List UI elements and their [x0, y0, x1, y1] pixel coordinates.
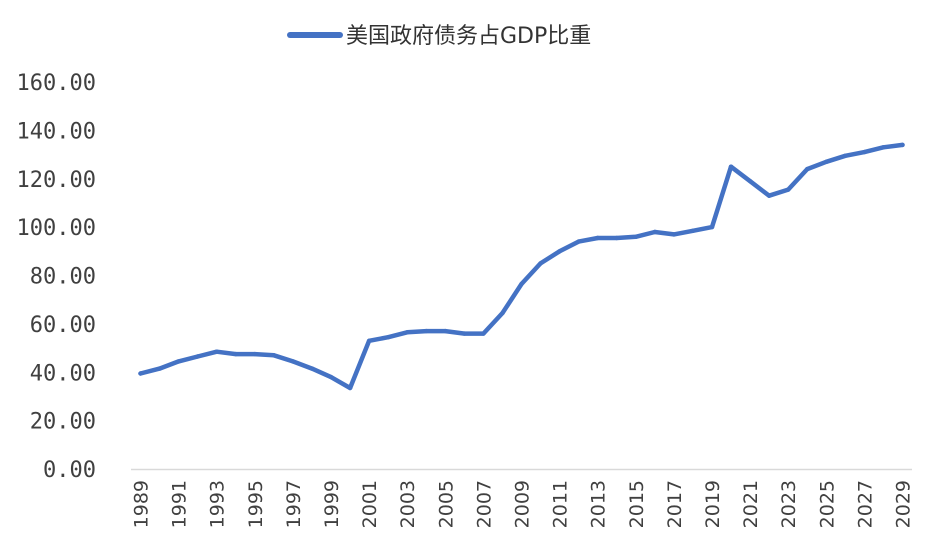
legend-label: 美国政府债务占GDP比重 — [346, 24, 591, 49]
data-point — [576, 239, 581, 244]
x-tick-label: 2015 — [626, 480, 648, 528]
y-tick-label: 20.00 — [30, 410, 96, 435]
x-tick-label: 1989 — [131, 480, 153, 528]
data-point — [328, 374, 334, 380]
x-tick-label: 2027 — [854, 480, 876, 528]
data-point — [233, 351, 238, 357]
data-point — [824, 159, 829, 164]
x-tick-label: 2023 — [778, 480, 800, 528]
series-points — [138, 142, 905, 391]
x-tick-label: 1999 — [321, 480, 343, 528]
data-point — [424, 328, 429, 334]
data-point — [309, 366, 315, 371]
x-tick-label: 2021 — [740, 480, 762, 528]
x-tick-label: 2029 — [892, 480, 914, 528]
data-point — [538, 261, 543, 266]
data-point — [252, 351, 257, 357]
legend: 美国政府债务占GDP比重 — [287, 24, 591, 49]
data-point — [138, 371, 143, 376]
data-point — [176, 359, 181, 364]
data-point — [766, 193, 772, 198]
data-point — [443, 328, 448, 334]
data-point — [690, 228, 696, 233]
data-point — [519, 281, 524, 287]
y-tick-label: 80.00 — [30, 265, 96, 290]
data-point — [500, 310, 505, 316]
x-tick-label: 1995 — [245, 480, 267, 528]
x-axis-ticks: 1989 1991 1993 1995 1997 1999 2001 2003 2005 2007… — [131, 480, 915, 528]
data-point — [462, 331, 467, 336]
data-point — [347, 385, 353, 391]
data-point — [709, 224, 715, 230]
x-tick-label: 2013 — [588, 480, 610, 528]
x-tick-label: 2019 — [702, 480, 724, 528]
y-tick-label: 160.00 — [17, 71, 96, 96]
x-tick-label: 2001 — [359, 480, 381, 528]
data-point — [652, 229, 657, 235]
data-point — [881, 145, 886, 150]
x-tick-label: 1991 — [169, 480, 191, 528]
data-point — [290, 359, 296, 364]
data-point — [843, 153, 848, 158]
data-point — [214, 349, 219, 354]
data-point — [595, 235, 600, 241]
data-point — [786, 187, 791, 192]
data-point — [805, 166, 810, 172]
x-tick-label: 2011 — [550, 480, 572, 528]
y-tick-label: 140.00 — [17, 119, 96, 144]
data-point — [405, 330, 410, 335]
x-tick-label: 2003 — [397, 480, 419, 528]
data-point — [900, 142, 905, 148]
x-tick-label: 2017 — [664, 480, 686, 528]
data-point — [557, 249, 562, 254]
data-point — [271, 353, 277, 358]
y-tick-label: 40.00 — [30, 361, 96, 386]
x-tick-label: 2009 — [512, 480, 534, 528]
data-point — [614, 235, 619, 241]
y-tick-label: 60.00 — [30, 313, 96, 338]
x-tick-label: 2025 — [816, 480, 838, 528]
data-point — [671, 232, 677, 237]
x-tick-label: 1997 — [283, 480, 305, 528]
data-point — [195, 354, 200, 359]
y-tick-label: 100.00 — [17, 216, 96, 241]
x-tick-label: 1993 — [207, 480, 229, 528]
x-tick-label: 2005 — [435, 480, 457, 528]
data-point — [481, 331, 486, 336]
data-point — [862, 149, 867, 155]
y-axis-ticks: 0.00 20.00 40.00 60.00 80.00 100.00 120.00 140.… — [17, 71, 96, 483]
data-point — [633, 234, 638, 239]
data-point — [728, 164, 734, 169]
data-point — [366, 338, 372, 343]
data-point — [747, 179, 753, 184]
data-point — [157, 366, 162, 371]
series-line-debt-to-gdp — [138, 142, 905, 391]
y-tick-label: 120.00 — [17, 168, 96, 193]
data-point — [386, 335, 391, 340]
x-tick-label: 2007 — [473, 480, 495, 528]
y-tick-label: 0.00 — [43, 458, 96, 483]
